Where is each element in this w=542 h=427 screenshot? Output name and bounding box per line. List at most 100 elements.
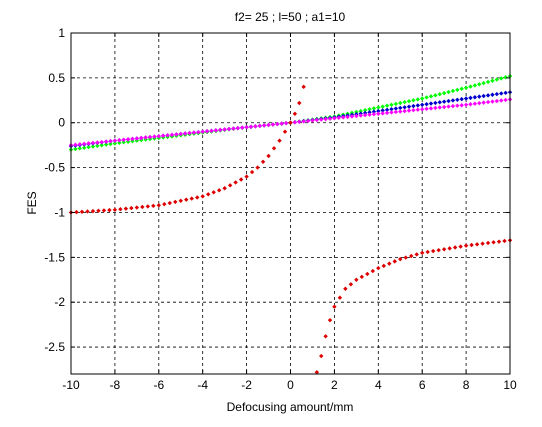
data-point bbox=[472, 101, 478, 106]
data-point bbox=[79, 209, 85, 215]
data-point bbox=[458, 244, 463, 249]
data-point bbox=[187, 130, 192, 136]
data-point bbox=[297, 119, 302, 125]
data-point bbox=[343, 286, 348, 291]
data-point bbox=[134, 205, 140, 210]
data-point bbox=[90, 144, 96, 149]
data-point bbox=[455, 87, 460, 93]
data-point bbox=[270, 122, 276, 127]
data-point bbox=[257, 123, 262, 129]
data-point bbox=[389, 106, 394, 112]
data-point bbox=[450, 103, 456, 109]
data-point bbox=[151, 203, 156, 209]
data-point bbox=[433, 105, 438, 111]
data-point bbox=[477, 94, 482, 99]
data-point bbox=[233, 180, 238, 185]
data-point bbox=[108, 141, 113, 147]
data-point bbox=[503, 97, 508, 103]
data-point bbox=[381, 263, 386, 269]
data-point bbox=[222, 127, 227, 132]
data-point bbox=[301, 119, 306, 124]
data-point bbox=[455, 97, 460, 102]
y-tick-label: -1.5 bbox=[44, 250, 65, 264]
data-point bbox=[340, 115, 346, 120]
data-point bbox=[314, 370, 320, 375]
data-point bbox=[266, 153, 271, 159]
data-point bbox=[389, 110, 394, 115]
data-point bbox=[238, 177, 244, 182]
data-point bbox=[402, 105, 407, 110]
data-point bbox=[428, 94, 434, 99]
data-point bbox=[398, 100, 403, 106]
data-point bbox=[437, 105, 442, 110]
data-point bbox=[85, 209, 90, 214]
x-tick-label: 0 bbox=[287, 378, 294, 392]
data-point bbox=[81, 141, 87, 147]
data-point bbox=[77, 142, 82, 147]
data-point bbox=[314, 117, 320, 123]
data-point bbox=[118, 207, 123, 212]
data-point bbox=[367, 110, 372, 115]
data-point bbox=[117, 138, 122, 143]
data-point bbox=[358, 108, 363, 114]
data-point bbox=[420, 96, 425, 101]
data-point bbox=[446, 89, 451, 95]
data-point bbox=[178, 131, 183, 137]
data-point bbox=[447, 246, 452, 251]
data-point bbox=[424, 101, 429, 107]
data-point bbox=[108, 138, 113, 144]
data-point bbox=[376, 265, 381, 271]
y-tick-label: -1 bbox=[54, 205, 65, 219]
data-point bbox=[406, 108, 412, 113]
data-point bbox=[371, 106, 377, 111]
data-point bbox=[178, 198, 183, 204]
data-point bbox=[494, 91, 500, 97]
data-point bbox=[218, 127, 223, 133]
data-point bbox=[275, 121, 280, 127]
data-point bbox=[288, 120, 293, 125]
data-point bbox=[480, 241, 485, 246]
data-point bbox=[195, 195, 200, 200]
data-point bbox=[428, 106, 434, 111]
data-point bbox=[125, 137, 131, 142]
data-point bbox=[420, 102, 425, 107]
data-point bbox=[301, 84, 306, 90]
data-point bbox=[277, 138, 282, 143]
ticks: -10 -8 -6 -4 -2 0 2 4 6 8 10 1 0.5 0 -0.5 -1 -1.5 -2 -2.5 bbox=[44, 26, 517, 392]
data-point bbox=[99, 139, 104, 145]
y-tick-label: 0.5 bbox=[48, 71, 65, 85]
data-point bbox=[415, 97, 421, 102]
data-point bbox=[86, 141, 91, 146]
data-point bbox=[406, 104, 412, 109]
data-point bbox=[436, 247, 441, 253]
data-point bbox=[485, 79, 491, 85]
data-point bbox=[184, 197, 189, 202]
data-point bbox=[182, 131, 188, 136]
data-point bbox=[305, 118, 311, 124]
data-point bbox=[209, 128, 214, 134]
data-point bbox=[362, 107, 368, 113]
data-point bbox=[292, 111, 298, 116]
data-point bbox=[90, 208, 96, 214]
data-point bbox=[367, 107, 372, 112]
data-point bbox=[337, 295, 343, 300]
data-point bbox=[99, 143, 104, 148]
data-point bbox=[393, 106, 399, 111]
x-tick-label: 4 bbox=[375, 378, 382, 392]
data-point bbox=[152, 134, 157, 139]
data-point bbox=[112, 141, 118, 146]
data-point bbox=[477, 82, 482, 87]
data-point bbox=[425, 249, 430, 255]
data-point bbox=[472, 95, 478, 100]
data-point bbox=[446, 104, 451, 109]
x-tick-label: -8 bbox=[110, 378, 121, 392]
data-point bbox=[437, 92, 442, 97]
data-point bbox=[255, 165, 260, 170]
data-point bbox=[371, 112, 377, 117]
data-point bbox=[231, 126, 236, 131]
data-point bbox=[160, 133, 166, 138]
data-point bbox=[420, 107, 425, 112]
data-point bbox=[147, 134, 153, 140]
data-point bbox=[384, 110, 390, 116]
data-point bbox=[204, 129, 210, 134]
